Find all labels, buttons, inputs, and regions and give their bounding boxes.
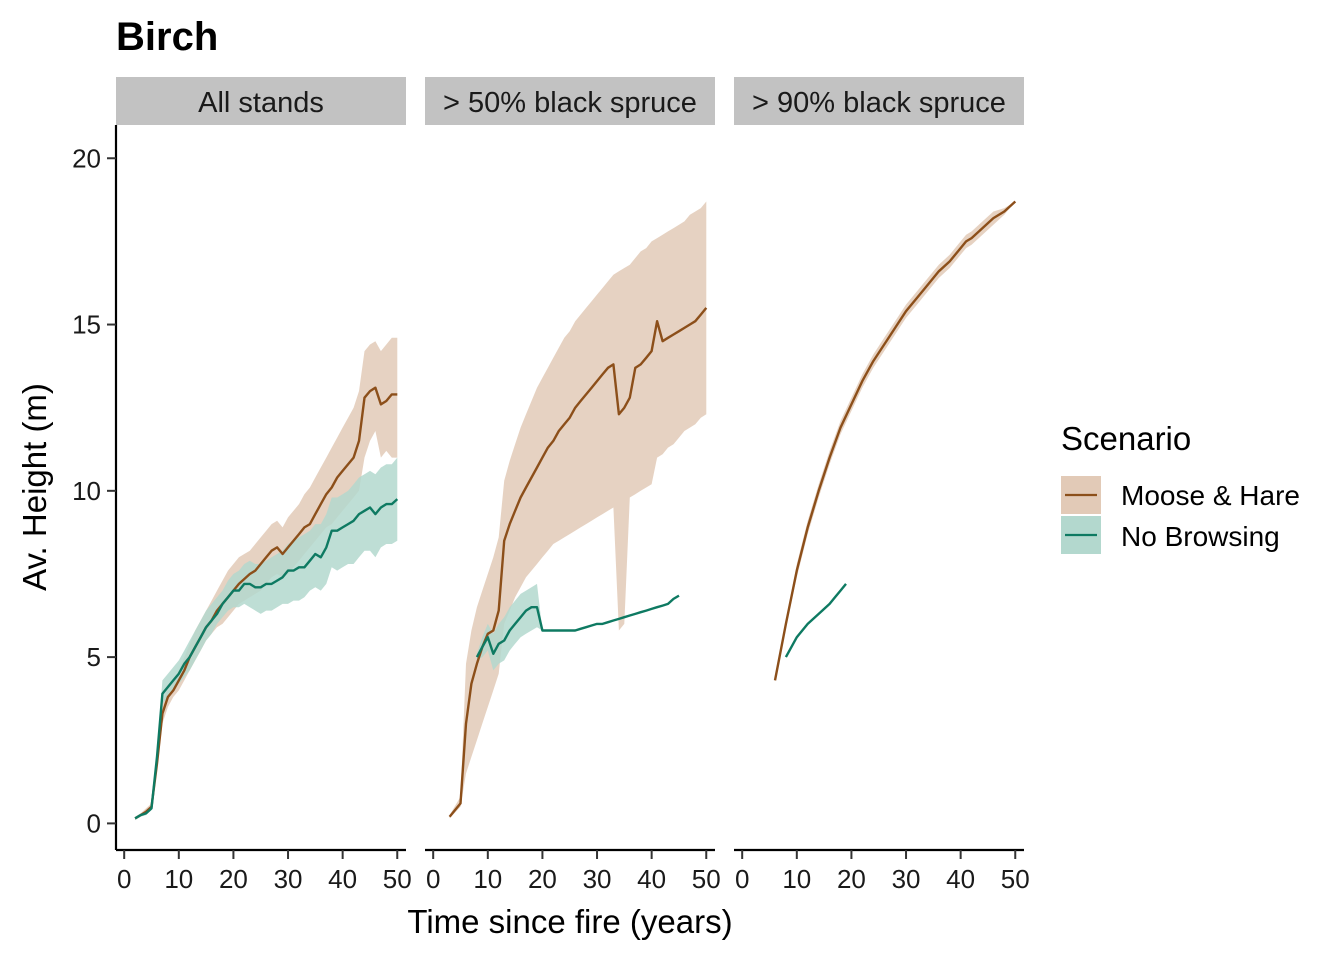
x-axis-title: Time since fire (years) [407,903,732,940]
y-tick-label: 20 [72,143,101,173]
x-tick-label: 50 [383,864,412,894]
legend-label-no-browsing: No Browsing [1121,521,1280,552]
panel-plot-area [134,337,399,821]
ribbon-no-browsing [135,457,398,821]
y-tick-label: 5 [87,642,101,672]
series-line-no-browsing [784,583,847,658]
strip-label-90-black-spruce: > 90% black spruce [752,87,1006,119]
panel-90-black-spruce: > 90% black spruce [734,77,1024,681]
x-tick-label: 30 [274,864,303,894]
x-tick-label: 0 [117,864,131,894]
x-tick-label: 20 [837,864,866,894]
x-tick-label: 0 [426,864,440,894]
strip-label-50-black-spruce: > 50% black spruce [443,87,697,119]
y-tick-label: 10 [72,476,101,506]
legend-title: Scenario [1061,420,1191,457]
x-tick-label: 0 [735,864,749,894]
chart-title: Birch [116,15,218,59]
x-tick-label: 40 [328,864,357,894]
y-axis-title: Av. Height (m) [16,383,53,591]
x-axes: 0 10 20 30 40 50 0 10 20 30 40 50 0 10 20 30 40 50 [116,848,1030,894]
x-tick-label: 30 [583,864,612,894]
x-tick-label: 20 [219,864,248,894]
y-axis: 0 5 10 15 20 [72,125,118,850]
series-line-moose-hare [773,200,1017,681]
y-tick-label: 0 [87,808,101,838]
x-tick-label: 40 [637,864,666,894]
series-line-no-browsing [475,594,680,658]
legend-item-no-browsing: No Browsing [1061,516,1280,554]
panel-50-black-spruce: > 50% black spruce [425,77,715,819]
ribbon-moose-hare [449,201,707,819]
legend: Scenario Moose & Hare No Browsing [1061,420,1300,554]
panel-all-stands: All stands [116,77,406,821]
x-tick-label: 40 [946,864,975,894]
x-tick-label: 50 [692,864,721,894]
x-tick-label: 10 [164,864,193,894]
panel-plot-area [773,200,1017,681]
x-tick-label: 30 [892,864,921,894]
series-line-no-browsing [134,498,399,820]
strip-background [734,77,1024,125]
strip-background [425,77,715,125]
series-line-moose-hare [448,307,708,818]
x-tick-label: 20 [528,864,557,894]
panel-plot-area [448,201,708,819]
y-tick-label: 15 [72,310,101,340]
strip-background [116,77,406,125]
ribbon-moose-hare [775,201,1016,681]
series-line-moose-hare [134,386,398,820]
ribbon-no-browsing [476,583,679,671]
x-tick-label: 10 [782,864,811,894]
x-tick-label: 10 [473,864,502,894]
legend-label-moose-hare: Moose & Hare [1121,480,1300,511]
x-tick-label: 50 [1001,864,1030,894]
legend-item-moose-hare: Moose & Hare [1061,476,1300,514]
strip-label-all-stands: All stands [198,87,324,119]
